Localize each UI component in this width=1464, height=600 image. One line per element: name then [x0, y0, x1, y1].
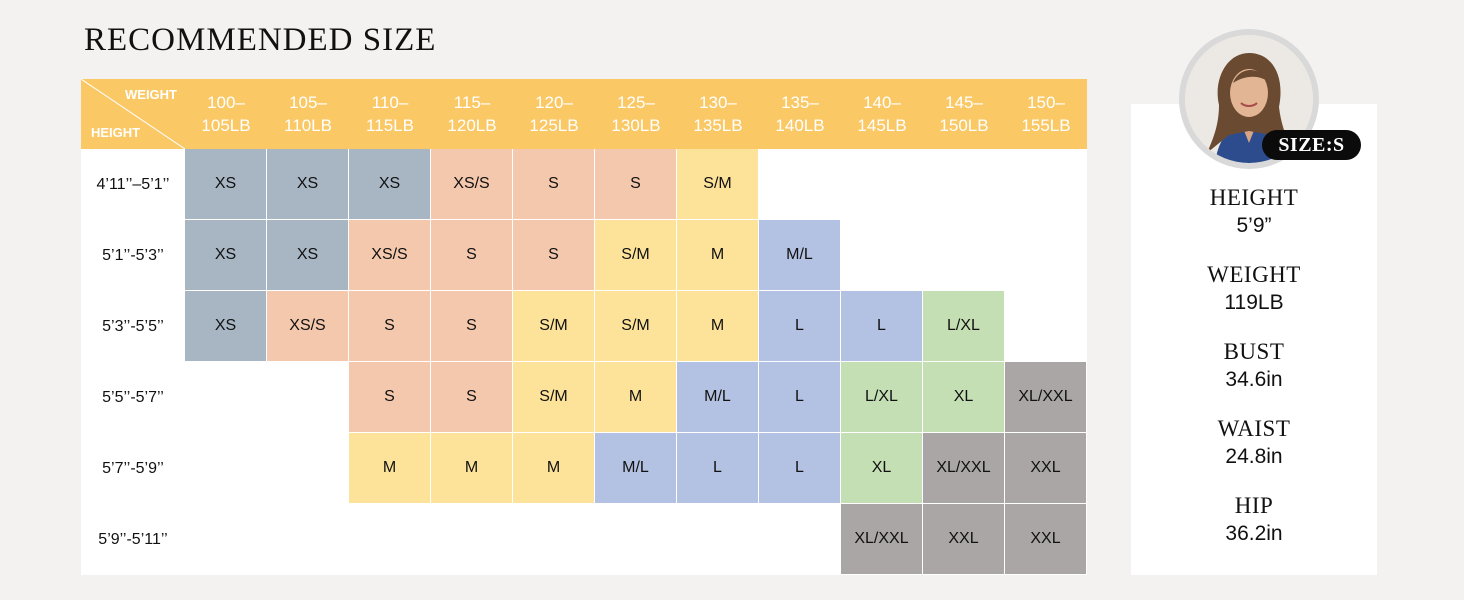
model-info-card — [1131, 104, 1377, 575]
size-cell: S/M — [595, 291, 676, 361]
size-cell: XS — [185, 291, 266, 361]
size-cell: S — [349, 362, 430, 432]
size-cell: S — [513, 220, 594, 290]
height-axis-label: HEIGHT — [91, 125, 141, 140]
size-cell: S — [431, 220, 512, 290]
size-cell: L — [677, 433, 758, 503]
weight-range-header: 150– 155LB — [1005, 79, 1087, 149]
size-cell: M/L — [677, 362, 758, 432]
size-cell: M/L — [759, 220, 840, 290]
size-cell: S — [431, 362, 512, 432]
size-cell: L — [841, 291, 922, 361]
size-cell: XL/XXL — [923, 433, 1004, 503]
weight-range-label: 140– 145LB — [857, 93, 907, 135]
model-stat-label: WAIST — [1217, 416, 1291, 441]
size-cell: XS — [267, 220, 348, 290]
height-range-label: 4’11’’–5’1’’ — [96, 175, 170, 193]
size-cell: M — [595, 362, 676, 432]
weight-range-label: 105– 110LB — [284, 93, 332, 135]
model-stat-value: 36.2in — [1225, 522, 1283, 545]
weight-range-header: 125– 130LB — [595, 79, 677, 149]
size-cell: XS/S — [431, 149, 512, 219]
weight-range-label: 100– 105LB — [201, 93, 251, 135]
size-cell: S — [513, 149, 594, 219]
weight-range-header: 120– 125LB — [513, 79, 595, 149]
size-cell: M — [513, 433, 594, 503]
model-stat-label: BUST — [1223, 339, 1285, 364]
weight-range-header: 110– 115LB — [349, 79, 431, 149]
weight-range-header: 135– 140LB — [759, 79, 841, 149]
size-cell: XXL — [1005, 433, 1086, 503]
model-stat-height: HEIGHT 5’9” — [1131, 184, 1377, 240]
size-cell: M — [431, 433, 512, 503]
size-cell: S — [595, 149, 676, 219]
weight-range-header: 130– 135LB — [677, 79, 759, 149]
page-title: RECOMMENDED SIZE — [84, 22, 437, 58]
weight-range-label: 135– 140LB — [775, 93, 825, 135]
weight-range-label: 120– 125LB — [529, 93, 579, 135]
size-cell: L/XL — [841, 362, 922, 432]
corner-diagonal-line — [81, 79, 185, 149]
size-cell: L — [759, 433, 840, 503]
model-stat-value: 119LB — [1224, 291, 1284, 314]
size-cell: S — [349, 291, 430, 361]
weight-header-row — [81, 79, 1087, 149]
size-cell: S/M — [595, 220, 676, 290]
model-size-badge: SIZE:S — [1262, 130, 1361, 160]
weight-range-label: 110– 115LB — [366, 93, 414, 135]
size-cell: XS/S — [349, 220, 430, 290]
weight-range-label: 145– 150LB — [939, 93, 989, 135]
model-stat-value: 5’9” — [1236, 214, 1272, 237]
height-range-label: 5’5’’-5’7’’ — [102, 388, 164, 406]
size-cell: XXL — [923, 504, 1004, 574]
weight-axis-label: WEIGHT — [125, 87, 177, 102]
size-cell: M — [677, 291, 758, 361]
model-stat-waist: WAIST 24.8in — [1131, 415, 1377, 471]
size-cell: M/L — [595, 433, 676, 503]
height-range-label: 5’9’’-5’11’’ — [98, 530, 168, 548]
size-cell: XL/XXL — [841, 504, 922, 574]
size-cell: S/M — [513, 291, 594, 361]
size-cell: S/M — [677, 149, 758, 219]
weight-range-label: 150– 155LB — [1021, 93, 1071, 135]
weight-range-header: 145– 150LB — [923, 79, 1005, 149]
weight-range-label: 125– 130LB — [611, 93, 661, 135]
model-stat-hip: HIP 36.2in — [1131, 492, 1377, 548]
size-cell: M — [677, 220, 758, 290]
weight-range-header: 100– 105LB — [185, 79, 267, 149]
size-cell: XL — [923, 362, 1004, 432]
model-stat-weight: WEIGHT 119LB — [1131, 261, 1377, 317]
weight-range-label: 130– 135LB — [693, 93, 743, 135]
size-cell: XS/S — [267, 291, 348, 361]
weight-range-header: 115– 120LB — [431, 79, 513, 149]
size-cell: XS — [267, 149, 348, 219]
size-cell: XS — [349, 149, 430, 219]
table-corner-header: WEIGHT HEIGHT — [81, 79, 185, 149]
model-stat-bust: BUST 34.6in — [1131, 338, 1377, 394]
model-stat-value: 34.6in — [1225, 368, 1283, 391]
weight-range-header: 140– 145LB — [841, 79, 923, 149]
size-cell: XL — [841, 433, 922, 503]
model-stat-label: HIP — [1234, 493, 1274, 518]
height-range-label: 5’1’’-5’3’’ — [102, 246, 164, 264]
weight-range-label: 115– 120LB — [447, 93, 497, 135]
size-cell: L/XL — [923, 291, 1004, 361]
size-chart-table: WEIGHT HEIGHT 100– 105LB 105– 110LB 110– 1… — [81, 79, 1087, 575]
model-stat-label: WEIGHT — [1207, 262, 1301, 287]
size-cell: XS — [185, 149, 266, 219]
size-cell: M — [349, 433, 430, 503]
height-range-label: 5’7’’-5’9’’ — [102, 459, 164, 477]
size-cell: L — [759, 362, 840, 432]
model-stat-value: 24.8in — [1225, 445, 1283, 468]
size-cell: XS — [185, 220, 266, 290]
size-cell: XXL — [1005, 504, 1086, 574]
height-range-label: 5’3’’-5’5’’ — [102, 317, 164, 335]
weight-range-header: 105– 110LB — [267, 79, 349, 149]
model-stat-label: HEIGHT — [1209, 185, 1299, 210]
size-cell: S — [431, 291, 512, 361]
size-cell: L — [759, 291, 840, 361]
size-cell: XL/XXL — [1005, 362, 1086, 432]
size-cell: S/M — [513, 362, 594, 432]
